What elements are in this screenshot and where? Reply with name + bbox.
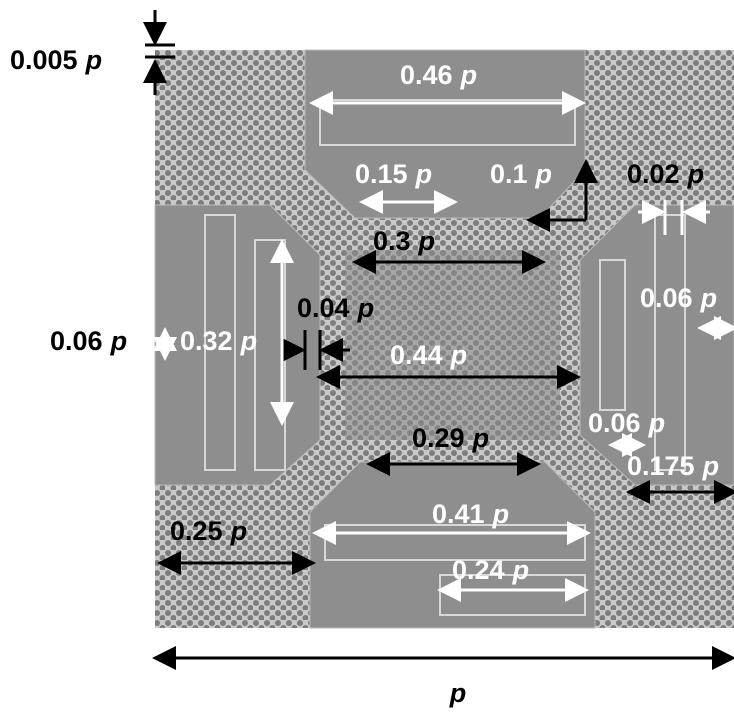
dimension-value: 0.29	[412, 423, 465, 453]
dimension-unit: p	[472, 423, 490, 453]
dimension-unit: p	[535, 159, 553, 189]
dimension-value: 0.175	[627, 451, 695, 481]
dimension-value: 0.41	[432, 499, 485, 529]
dimension-unit: p	[648, 408, 666, 438]
dimension-unit: p	[230, 516, 248, 546]
dimension-unit: p	[492, 499, 510, 529]
period-label: p	[449, 678, 467, 708]
dimension-value: 0.32	[180, 326, 233, 356]
dimension-value: 0.24	[452, 555, 505, 585]
dimension-unit: p	[460, 60, 478, 90]
dimension-unit: p	[700, 283, 718, 313]
dimension-value: 0.44	[390, 340, 443, 370]
dimension-value: 0.06	[640, 283, 693, 313]
dimension-unit: p	[240, 326, 258, 356]
dimension-unit: p	[512, 555, 530, 585]
dimension-unit: p	[415, 159, 433, 189]
dimension-unit: p	[418, 226, 436, 256]
figure: p 0.005p0.46p0.15p0.1p0.02p0.3p0.04p0.06…	[0, 0, 734, 715]
dimension-unit: p	[687, 159, 705, 189]
dimension-value: 0.005	[10, 45, 78, 75]
dimension-value: 0.3	[373, 226, 411, 256]
dimension-value: 0.04	[297, 293, 350, 323]
dimension-value: 0.25	[170, 516, 223, 546]
dimension-unit: p	[85, 45, 103, 75]
dimension-unit: p	[357, 293, 375, 323]
dimension-value: 0.15	[355, 159, 408, 189]
dimension-unit: p	[702, 451, 720, 481]
dimension-unit: p	[450, 340, 468, 370]
dimension-value: 0.1	[490, 159, 528, 189]
dimension-value: 0.46	[400, 60, 453, 90]
dimension-value: 0.06	[50, 326, 103, 356]
dimension-unit: p	[110, 326, 128, 356]
dimension-value: 0.06	[588, 408, 641, 438]
dimension-value: 0.02	[627, 159, 680, 189]
